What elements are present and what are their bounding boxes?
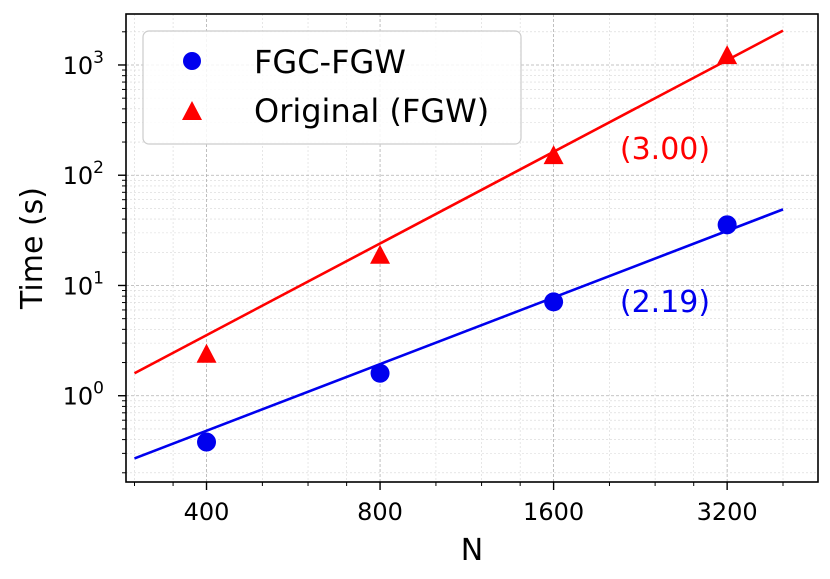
x-axis-title: N xyxy=(461,533,483,568)
legend-label-original: Original (FGW) xyxy=(254,92,489,130)
data-point-circle xyxy=(197,432,217,452)
data-point-circle xyxy=(544,292,564,312)
legend-box xyxy=(142,30,522,145)
y-tick-label: 101 xyxy=(63,268,104,300)
data-point-triangle xyxy=(196,343,217,363)
x-tick-label: 400 xyxy=(184,498,230,526)
legend-marker-original xyxy=(182,101,202,120)
y-tick-label: 100 xyxy=(63,379,104,411)
data-point-circle xyxy=(370,363,390,383)
x-tick-label: 800 xyxy=(357,498,403,526)
data-markers xyxy=(196,45,738,452)
fit-line xyxy=(134,208,784,460)
y-tick-label: 103 xyxy=(63,48,104,80)
legend-label-fgc: FGC-FGW xyxy=(254,43,406,81)
legend: FGC-FGW Original (FGW) xyxy=(142,30,522,145)
data-point-triangle xyxy=(543,145,564,165)
data-point-circle xyxy=(717,215,737,235)
data-point-triangle xyxy=(370,244,391,264)
data-point-triangle xyxy=(717,45,738,65)
fit-lines xyxy=(133,29,784,460)
x-tick-label: 1600 xyxy=(523,498,584,526)
slope-annotation-original: (3.00) xyxy=(620,132,710,167)
x-tick-label: 3200 xyxy=(697,498,758,526)
fit-line xyxy=(133,29,784,375)
plot-frame xyxy=(125,13,819,483)
y-tick-label: 102 xyxy=(63,158,104,190)
y-axis-title: Time (s) xyxy=(15,187,50,310)
slope-annotation-fgc: (2.19) xyxy=(620,285,710,320)
axis-ticks: 400 800 1600 3200 100 101 102 103 xyxy=(63,31,784,526)
legend-marker-fgc xyxy=(183,52,201,70)
